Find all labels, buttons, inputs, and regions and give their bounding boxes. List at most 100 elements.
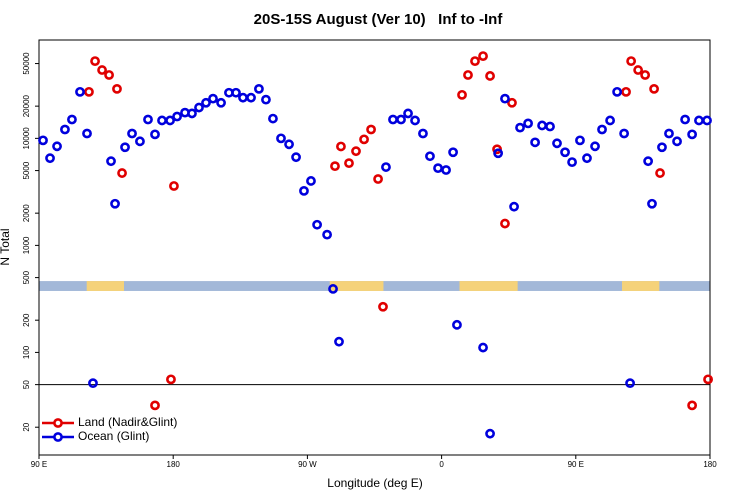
point [655, 168, 665, 178]
point [626, 56, 637, 67]
land-band [622, 281, 660, 291]
point [478, 51, 488, 62]
point [567, 157, 577, 168]
legend-label: Land (Nadir&Glint) [78, 415, 177, 429]
point [664, 128, 674, 139]
point [284, 139, 294, 150]
point [470, 56, 480, 67]
point [560, 147, 570, 158]
point [530, 137, 540, 148]
land-band [459, 281, 518, 291]
point [687, 400, 698, 411]
point [187, 108, 197, 119]
point [485, 71, 495, 81]
point [201, 97, 211, 108]
point [441, 165, 451, 175]
y-axis-label: N Total [0, 228, 12, 265]
y-tick-label: 50000 [22, 52, 31, 75]
point [612, 86, 623, 97]
y-tick-label: 20 [22, 422, 31, 431]
land-band [329, 281, 384, 291]
point [60, 124, 70, 135]
y-tick-label: 2000 [22, 204, 31, 222]
point [165, 115, 175, 126]
point [373, 174, 383, 184]
point [597, 124, 607, 135]
x-tick-label: 180 [703, 460, 717, 469]
point [169, 181, 179, 191]
point [208, 93, 218, 104]
point [67, 114, 77, 125]
point [687, 129, 698, 140]
point [381, 162, 391, 172]
point [312, 219, 322, 230]
x-tick-label: 180 [167, 460, 181, 469]
point [216, 97, 226, 108]
point [575, 135, 585, 146]
y-tick-label: 20000 [22, 94, 31, 117]
point [418, 128, 428, 139]
point [172, 111, 182, 122]
point [291, 152, 301, 163]
point [351, 146, 361, 157]
point [378, 301, 388, 312]
point [493, 148, 504, 159]
point [643, 156, 654, 167]
point [82, 128, 92, 139]
legend-marker [53, 418, 63, 428]
point [117, 168, 127, 178]
point [150, 400, 160, 411]
point [537, 120, 548, 131]
point [605, 115, 615, 126]
x-tick-label: 90 E [568, 460, 584, 469]
point [88, 378, 98, 389]
point [672, 136, 682, 147]
point [38, 135, 48, 146]
point [135, 136, 145, 147]
point [157, 115, 167, 126]
point [425, 151, 435, 162]
point [238, 92, 248, 103]
point [463, 70, 473, 80]
point [647, 198, 657, 209]
point [112, 83, 122, 94]
legend-marker [53, 432, 63, 442]
point [194, 102, 204, 113]
point [621, 86, 631, 97]
y-tick-label: 100 [22, 345, 31, 359]
point [120, 142, 130, 153]
point [509, 201, 519, 212]
point [261, 94, 271, 105]
point [276, 133, 286, 144]
point [457, 89, 467, 100]
point [344, 158, 354, 169]
point [582, 153, 592, 164]
point [507, 97, 517, 108]
point [410, 115, 420, 126]
point [478, 342, 488, 353]
point [231, 87, 241, 98]
point [90, 56, 100, 67]
point [500, 218, 510, 229]
point [336, 141, 346, 152]
y-tick-label: 5000 [22, 161, 31, 179]
point [680, 114, 690, 125]
point [694, 115, 704, 126]
point [97, 65, 107, 75]
point [657, 142, 667, 153]
point [545, 121, 555, 132]
point [500, 93, 510, 104]
y-tick-label: 200 [22, 313, 31, 327]
point [403, 108, 413, 119]
legend-label: Ocean (Glint) [78, 429, 149, 443]
point [366, 124, 376, 135]
point [523, 118, 533, 129]
point [268, 113, 278, 124]
point [633, 65, 644, 75]
point [619, 128, 630, 139]
point [485, 428, 495, 439]
plot-frame [38, 39, 711, 456]
point [433, 163, 443, 174]
point [75, 86, 85, 97]
point [322, 229, 332, 240]
